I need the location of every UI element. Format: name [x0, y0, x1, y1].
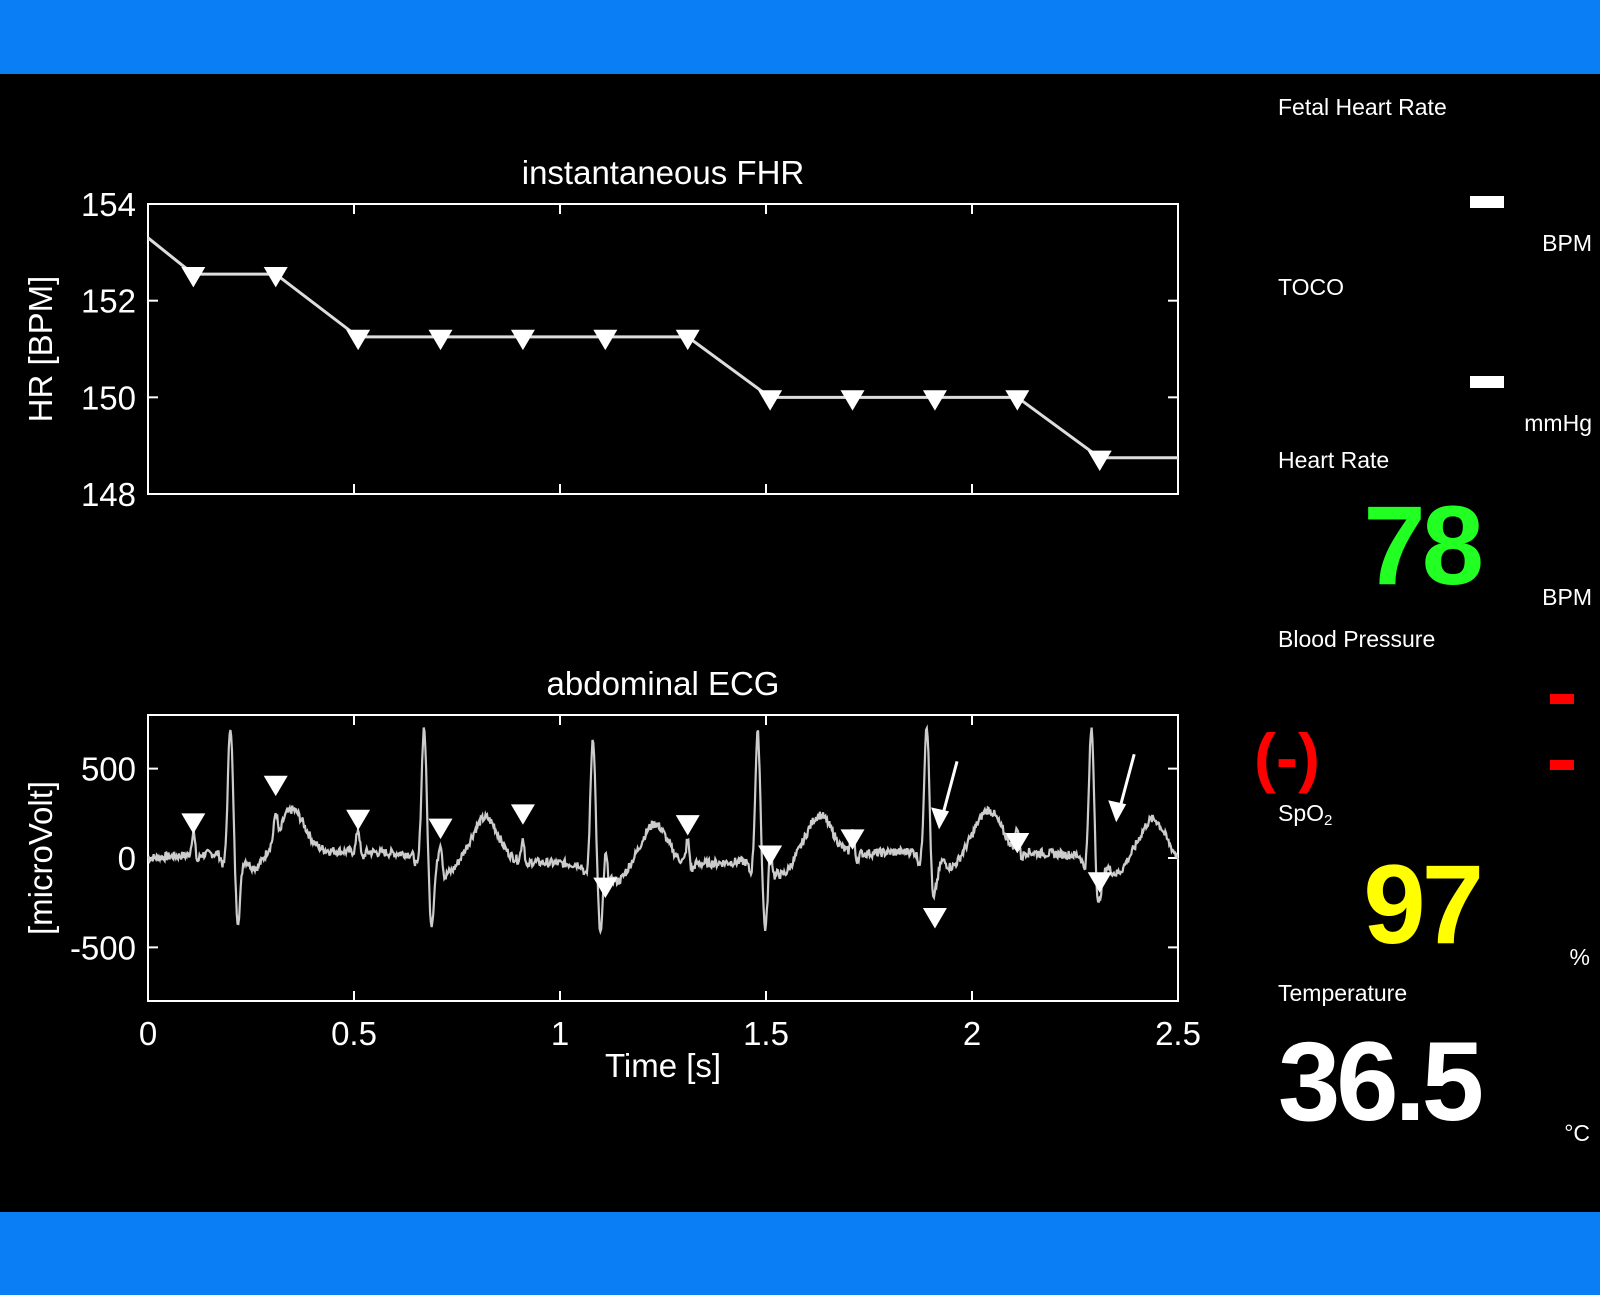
fhr-beat-marker: [1087, 450, 1112, 472]
ecg-fetal-beat-marker: [922, 908, 947, 929]
toco-empty-value-dash: [1470, 376, 1504, 388]
hr-value: 78: [1363, 483, 1484, 608]
ecg-fetal-beat-marker: [428, 818, 453, 840]
bp-label: Blood Pressure: [1278, 626, 1436, 652]
ecg-fetal-beat-marker: [346, 809, 371, 831]
fhr-beat-marker: [758, 390, 783, 411]
spo2-label: SpO2: [1278, 800, 1333, 829]
fhr-label: Fetal Heart Rate: [1278, 94, 1447, 120]
ecg-fetal-beat-marker: [675, 815, 700, 836]
waveform-charts: 148 150 152 154 instantaneous FHR HR [BPM] -50…: [22, 154, 1201, 1084]
fhr-beat-marker: [1005, 390, 1030, 411]
ecg-y-tick-label: 0: [118, 840, 136, 877]
ecg-x-tick-label: 2.5: [1155, 1015, 1201, 1052]
ecg-x-tick-label: 0: [139, 1015, 157, 1052]
ecg-fetal-beat-marker: [510, 804, 535, 825]
ecg-x-tick-label: 2: [963, 1015, 981, 1052]
fhr-empty-value-dash: [1470, 196, 1504, 208]
fhr-y-tick-label: 152: [81, 283, 136, 320]
ecg-y-axis-label: [microVolt]: [22, 781, 59, 935]
ecg-fetal-beat-marker: [263, 775, 288, 797]
temp-label: Temperature: [1278, 980, 1408, 1006]
bp-systolic-dash: [1550, 694, 1574, 704]
spo2-unit: %: [1569, 944, 1590, 970]
fhr-beat-marker: [428, 329, 453, 351]
ecg-x-tick-label: 1: [551, 1015, 569, 1052]
ecg-x-tick-label: 0.5: [331, 1015, 377, 1052]
fhr-y-tick-label: 148: [81, 476, 136, 513]
fhr-axes-frame: [147, 203, 1179, 495]
ecg-fetal-beat-marker: [593, 877, 618, 899]
fhr-beat-marker: [675, 329, 700, 351]
fhr-unit: BPM: [1542, 230, 1592, 256]
toco-unit: mmHg: [1524, 410, 1592, 436]
ecg-series-line: [147, 724, 1180, 936]
waveform-area: 148 150 152 154 instantaneous FHR HR [BPM] -50…: [0, 74, 1240, 1212]
hr-label: Heart Rate: [1278, 447, 1390, 473]
fhr-series-line: [147, 236, 1178, 460]
ecg-y-tick-label: 500: [81, 751, 136, 788]
ecg-x-tick-label: 1.5: [743, 1015, 789, 1052]
ecg-y-tick-label: -500: [70, 929, 136, 966]
hr-unit: BPM: [1542, 584, 1592, 610]
fhr-beat-marker: [346, 329, 371, 351]
temp-value: 36.5: [1278, 1019, 1484, 1144]
bp-diastolic-dash: [1550, 760, 1574, 770]
spo2-value: 97: [1363, 842, 1484, 967]
ecg-fetal-beat-marker: [840, 829, 865, 850]
fhr-beat-marker: [922, 390, 947, 411]
top-band: [0, 0, 1600, 74]
ecg-annotation-arrow-head: [931, 807, 950, 830]
ecg-x-axis-label: Time [s]: [605, 1047, 721, 1084]
bottom-band: [0, 1212, 1600, 1295]
toco-label: TOCO: [1278, 274, 1345, 300]
ecg-fetal-beat-marker: [181, 813, 206, 834]
ecg-fetal-beat-marker: [758, 845, 783, 866]
vitals-panel: Fetal Heart Rate BPM TOCO mmHg Heart Rat…: [1240, 74, 1600, 1212]
ecg-title: abdominal ECG: [547, 665, 780, 702]
ecg-fetal-beat-marker: [1087, 872, 1112, 893]
ecg-annotation-arrow-head: [1108, 800, 1127, 823]
fhr-beat-marker: [263, 266, 288, 288]
fhr-title: instantaneous FHR: [522, 154, 804, 191]
fhr-beat-marker: [181, 266, 206, 288]
fhr-beat-marker: [510, 329, 535, 351]
fhr-beat-marker: [840, 390, 865, 411]
bp-map-value: (-): [1254, 720, 1320, 794]
fhr-y-axis-label: HR [BPM]: [22, 276, 59, 423]
ecg-fetal-beat-marker: [1005, 832, 1030, 854]
fhr-y-tick-label: 150: [81, 379, 136, 416]
fhr-y-tick-label: 154: [81, 186, 136, 223]
fhr-beat-marker: [593, 329, 618, 351]
temp-unit: °C: [1564, 1120, 1590, 1146]
